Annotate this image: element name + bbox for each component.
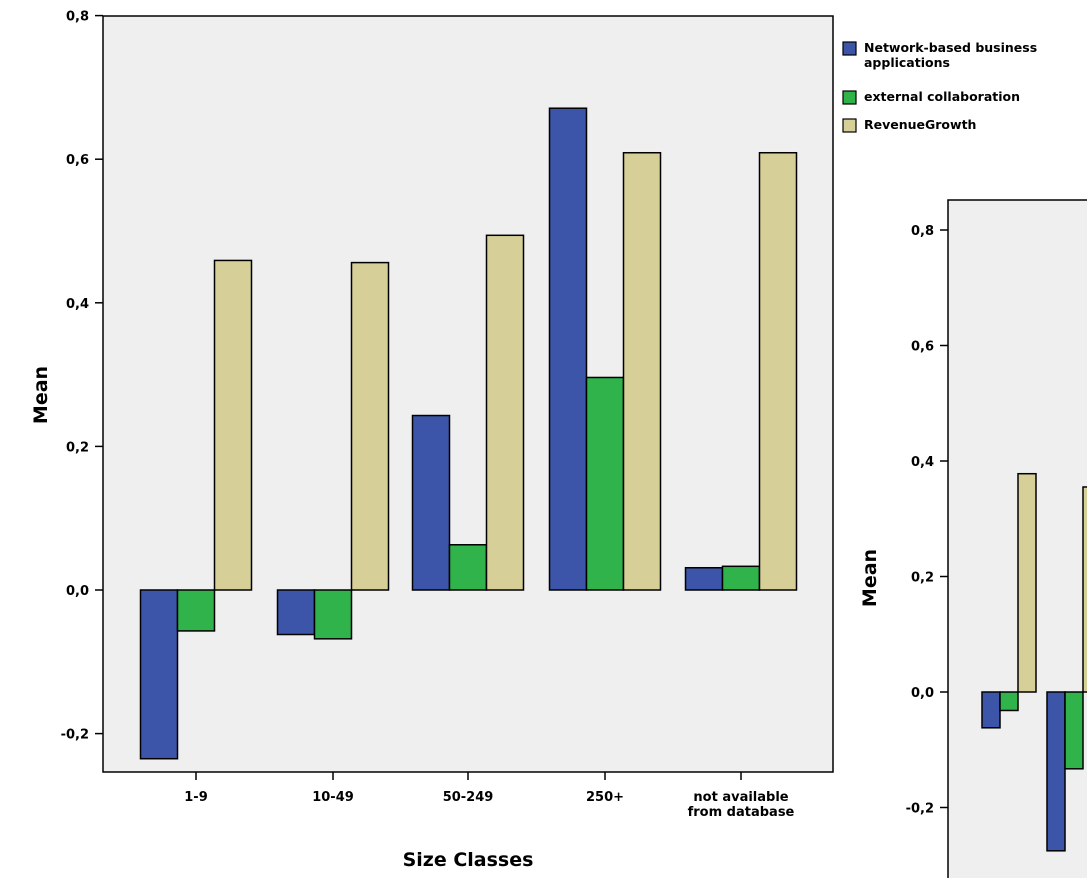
x-axis-title: Size Classes xyxy=(403,849,534,871)
bar-1-5 xyxy=(684,566,724,591)
plot-area xyxy=(102,15,834,773)
bar2-1-2 xyxy=(1046,691,1066,852)
bar2-2-2 xyxy=(1064,691,1084,770)
y-tick-label: 0,2 xyxy=(66,440,89,455)
bar-1-1 xyxy=(139,589,179,760)
bars xyxy=(139,107,798,760)
bar2-2-1 xyxy=(999,691,1019,712)
y-tick-label: 0,4 xyxy=(66,297,89,312)
chart-main: -0,2 0,0 0,2 0,4 0,6 0,8 1-9 10-49 50-249 250+ no… xyxy=(30,10,834,871)
bar2-1-1 xyxy=(981,691,1001,729)
y-tick-label: 0,8 xyxy=(66,10,89,25)
bars-secondary xyxy=(981,472,1087,852)
legend-swatch-1 xyxy=(842,41,857,56)
y-tick-label: -0,2 xyxy=(61,728,89,743)
bar-2-5 xyxy=(721,565,761,591)
y-tick-label: 0,6 xyxy=(911,340,934,355)
chart-secondary: -0,2 0,0 0,2 0,4 0,6 0,8 Mean xyxy=(859,199,1087,878)
bar-2-2 xyxy=(313,589,353,640)
y-axis-title: Mean xyxy=(30,366,52,424)
legend-label-1: Network-based business applications xyxy=(864,40,1037,70)
legend-label-2: external collaboration xyxy=(864,89,1020,104)
bar-3-4 xyxy=(622,151,662,591)
bar-2-1 xyxy=(176,589,216,632)
y-tick-label: 0,4 xyxy=(911,455,934,470)
y-axis: -0,2 0,0 0,2 0,4 0,6 0,8 xyxy=(61,10,103,743)
y-tick-label: 0,2 xyxy=(911,571,934,586)
y-tick-label: 0,8 xyxy=(911,224,934,239)
y-axis-title-secondary: Mean xyxy=(859,549,881,607)
bar-1-2 xyxy=(276,589,316,636)
legend: Network-based business applications extern… xyxy=(842,40,1037,133)
bar2-3-2 xyxy=(1082,486,1087,693)
bar-2-3 xyxy=(448,544,488,591)
legend-label-3: RevenueGrowth xyxy=(864,117,976,132)
legend-swatch-3 xyxy=(842,118,857,133)
x-tick-label: 250+ xyxy=(586,790,624,805)
y-axis-secondary: -0,2 0,0 0,2 0,4 0,6 0,8 xyxy=(906,224,948,817)
x-tick-label: 50-249 xyxy=(443,790,494,805)
bar-3-3 xyxy=(485,234,525,591)
x-tick-label: not available xyxy=(693,790,788,805)
legend-swatch-2 xyxy=(842,90,857,105)
y-tick-label: 0,6 xyxy=(66,153,89,168)
bar-1-4 xyxy=(548,107,588,591)
x-tick-label: from database xyxy=(688,805,795,820)
x-tick-label: 10-49 xyxy=(312,790,354,805)
bar2-3-1 xyxy=(1017,472,1037,693)
bar-3-5 xyxy=(758,151,798,591)
bar-2-4 xyxy=(585,376,625,591)
bar-3-2 xyxy=(350,261,390,591)
y-tick-label: -0,2 xyxy=(906,802,934,817)
y-tick-label: 0,0 xyxy=(66,584,89,599)
bar-3-1 xyxy=(213,259,253,591)
bar-1-3 xyxy=(411,414,451,591)
x-tick-label: 1-9 xyxy=(184,790,208,805)
y-tick-label: 0,0 xyxy=(911,686,934,701)
